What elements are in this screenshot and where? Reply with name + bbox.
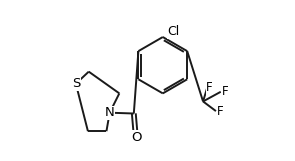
- Text: F: F: [222, 85, 229, 98]
- Text: N: N: [105, 106, 114, 119]
- Text: O: O: [131, 131, 142, 144]
- Text: S: S: [72, 77, 80, 90]
- Text: F: F: [217, 105, 224, 118]
- Text: F: F: [206, 81, 213, 94]
- Text: Cl: Cl: [167, 25, 179, 38]
